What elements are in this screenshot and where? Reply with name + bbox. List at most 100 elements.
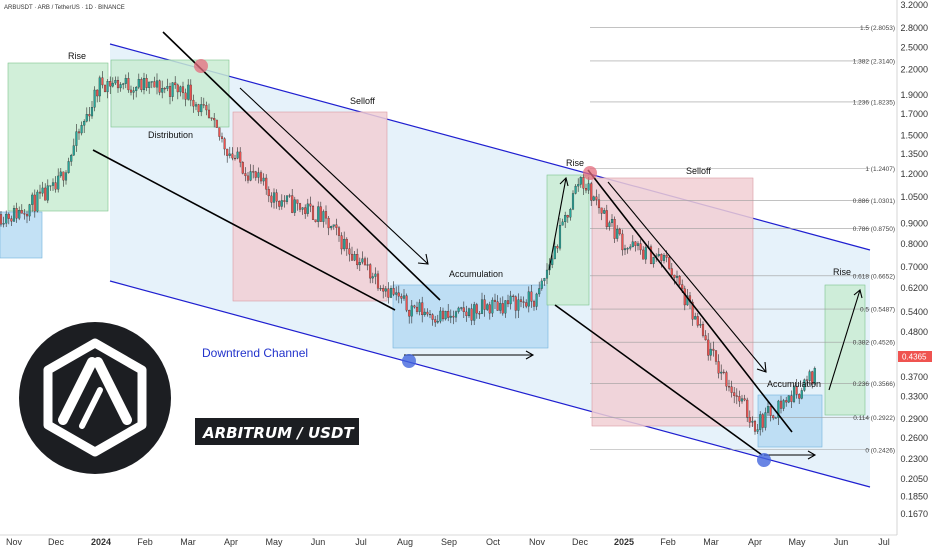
x-tick-label: Mar — [703, 537, 719, 547]
candle-body — [319, 206, 322, 222]
x-tick-label: Feb — [137, 537, 153, 547]
label-accumulation-1: Accumulation — [449, 269, 503, 279]
candle-body — [75, 131, 78, 146]
candle-body — [233, 157, 237, 160]
candle-body — [158, 80, 161, 93]
candle-body — [790, 395, 793, 402]
candle-body — [491, 299, 494, 314]
candle-body — [361, 258, 364, 263]
candle-body — [293, 199, 296, 213]
candle-body — [587, 183, 590, 191]
arrow-accum-2-head — [807, 450, 817, 460]
candle-body — [10, 218, 13, 222]
y-tick-label: 0.6200 — [900, 283, 928, 293]
candle-body — [668, 257, 671, 269]
candle-body — [184, 92, 187, 100]
fib-level-label: 0.5 (0.5487) — [860, 307, 895, 314]
label-rise-3: Rise — [833, 267, 851, 277]
candle-body — [727, 386, 731, 388]
candle-body — [519, 299, 523, 302]
candle-body — [535, 293, 538, 307]
candle-body — [670, 268, 673, 276]
candle-body — [236, 151, 239, 159]
candle-body — [140, 79, 143, 91]
candle-body — [259, 172, 263, 182]
title-badge — [195, 418, 359, 445]
candle-body — [343, 238, 346, 250]
candle-body — [506, 300, 510, 305]
candle-body — [220, 136, 224, 139]
candle-body — [228, 153, 231, 156]
candle-body — [384, 288, 387, 292]
candle-body — [262, 177, 265, 182]
candle-body — [210, 117, 213, 119]
candle-body — [759, 414, 762, 430]
candle-body — [215, 119, 218, 128]
label-downtrend-channel: Downtrend Channel — [202, 346, 308, 360]
arrow-selloff-2 — [607, 181, 767, 373]
candle-body — [434, 319, 437, 323]
candle-body — [280, 200, 283, 207]
candle-body — [421, 302, 424, 316]
candle-body — [673, 274, 676, 278]
trendline-1 — [162, 31, 441, 301]
candle-body — [322, 211, 325, 222]
candle-body — [595, 196, 598, 200]
y-tick-label: 0.2300 — [900, 454, 928, 464]
fib-level-label: 1.382 (2.3140) — [853, 58, 895, 65]
candle-body — [192, 99, 195, 107]
candle-body — [150, 81, 153, 83]
candle-body — [675, 276, 679, 278]
x-tick-label: Mar — [180, 537, 196, 547]
candle-body — [704, 335, 707, 341]
candle-body — [465, 311, 468, 317]
candle-body — [38, 191, 42, 194]
candle-body — [306, 203, 309, 214]
candle-body — [800, 390, 803, 399]
candle-body — [439, 310, 442, 322]
candle-body — [462, 307, 465, 313]
candle-body — [579, 177, 582, 185]
candle-body — [725, 372, 728, 387]
candle-body — [31, 194, 34, 205]
candle-body — [402, 295, 406, 299]
y-tick-label: 0.8000 — [900, 239, 928, 249]
candle-body — [288, 195, 291, 197]
candle-body — [782, 400, 785, 409]
label-rise-2: Rise — [566, 158, 584, 168]
candle-body — [166, 86, 169, 89]
x-tick-label: Nov — [6, 537, 23, 547]
label-selloff-1: Selloff — [350, 96, 375, 106]
y-tick-label: 0.1850 — [900, 491, 928, 501]
candle-body — [366, 264, 369, 266]
candle-body — [717, 361, 720, 374]
candle-body — [309, 203, 312, 207]
candle-body — [345, 238, 348, 249]
candle-body — [621, 233, 624, 251]
candle-body — [509, 295, 512, 305]
candle-body — [314, 219, 317, 222]
candle-body — [176, 84, 179, 93]
candle-body — [441, 310, 445, 320]
candle-body — [616, 228, 619, 239]
candle-body — [436, 321, 439, 323]
candle-body — [265, 177, 268, 190]
candle-body — [707, 339, 710, 356]
candle-body — [496, 301, 499, 311]
candle-body — [270, 195, 273, 203]
candle-body — [457, 307, 460, 312]
candle-body — [813, 368, 816, 385]
candle-body — [493, 299, 497, 302]
candle-body — [805, 379, 809, 381]
candle-body — [213, 118, 216, 121]
candle-body — [467, 308, 471, 317]
candle-body — [577, 184, 580, 187]
candle-body — [798, 394, 801, 399]
candle-body — [49, 185, 52, 187]
candle-body — [686, 295, 689, 306]
x-axis-panel — [0, 535, 932, 550]
candle-body — [556, 246, 559, 249]
y-tick-label: 1.7000 — [900, 109, 928, 119]
